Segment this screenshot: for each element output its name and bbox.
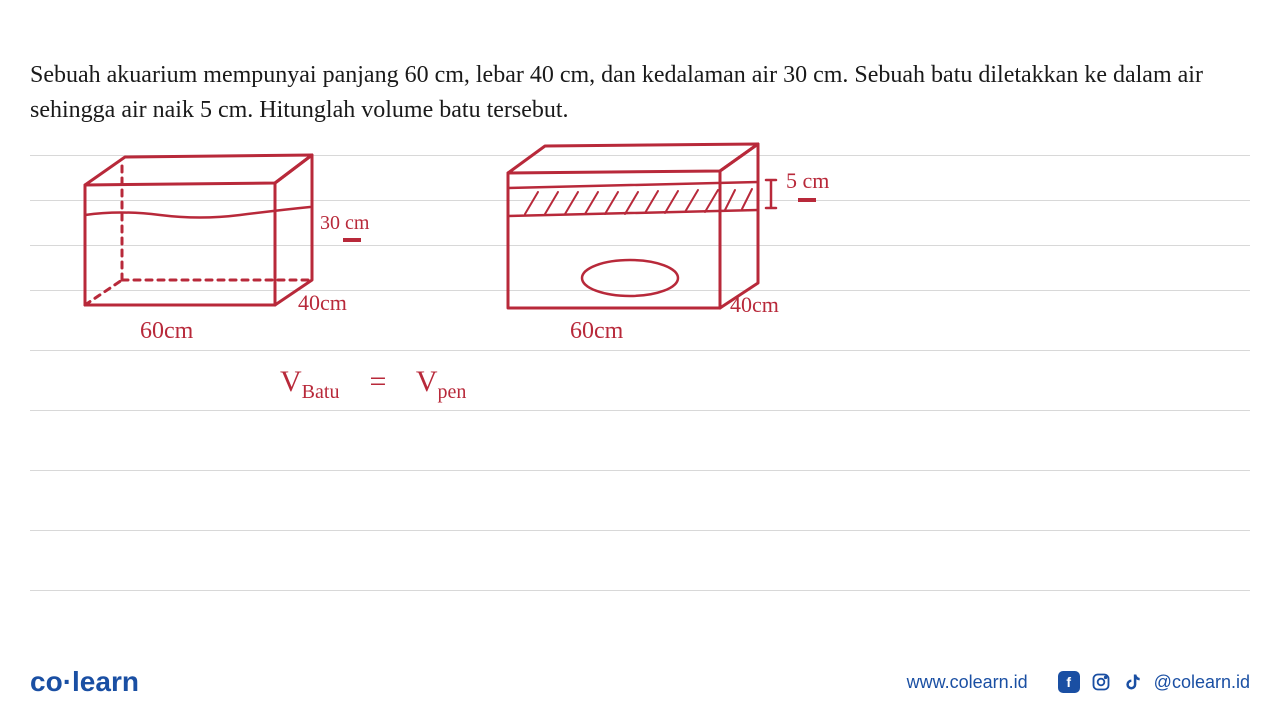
aquarium-after <box>500 138 820 353</box>
eq-rhs-var: V <box>416 365 438 398</box>
instagram-icon <box>1090 671 1112 693</box>
aquarium-before <box>80 145 380 355</box>
label-width-left: 40cm <box>298 290 347 316</box>
eq-rhs-sub: pen <box>438 381 467 403</box>
brand-logo: co·learn <box>30 666 139 698</box>
eq-lhs-sub: Batu <box>302 381 340 403</box>
footer-url: www.colearn.id <box>907 672 1028 693</box>
tiktok-icon <box>1122 671 1144 693</box>
label-rise: 5 cm <box>786 168 829 194</box>
label-length-right: 60cm <box>570 318 623 345</box>
eq-lhs-var: V <box>280 365 302 398</box>
label-depth-left: 30 cm <box>320 212 369 235</box>
logo-right: learn <box>72 666 139 697</box>
question-text: Sebuah akuarium mempunyai panjang 60 cm,… <box>30 58 1250 128</box>
facebook-icon: f <box>1058 671 1080 693</box>
footer-right: www.colearn.id f @colearn.id <box>907 671 1250 693</box>
label-rise-underline <box>798 198 816 202</box>
label-width-right: 40cm <box>730 292 779 318</box>
volume-equation: VBatu = Vpen <box>280 365 466 404</box>
footer: co·learn www.colearn.id f @colearn.id <box>0 662 1280 702</box>
label-length-left: 60cm <box>140 318 193 345</box>
footer-handle: @colearn.id <box>1154 672 1250 693</box>
label-depth-underline-left <box>343 238 361 242</box>
logo-left: co <box>30 666 63 697</box>
logo-dot: · <box>63 666 72 697</box>
eq-sign: = <box>369 365 386 398</box>
